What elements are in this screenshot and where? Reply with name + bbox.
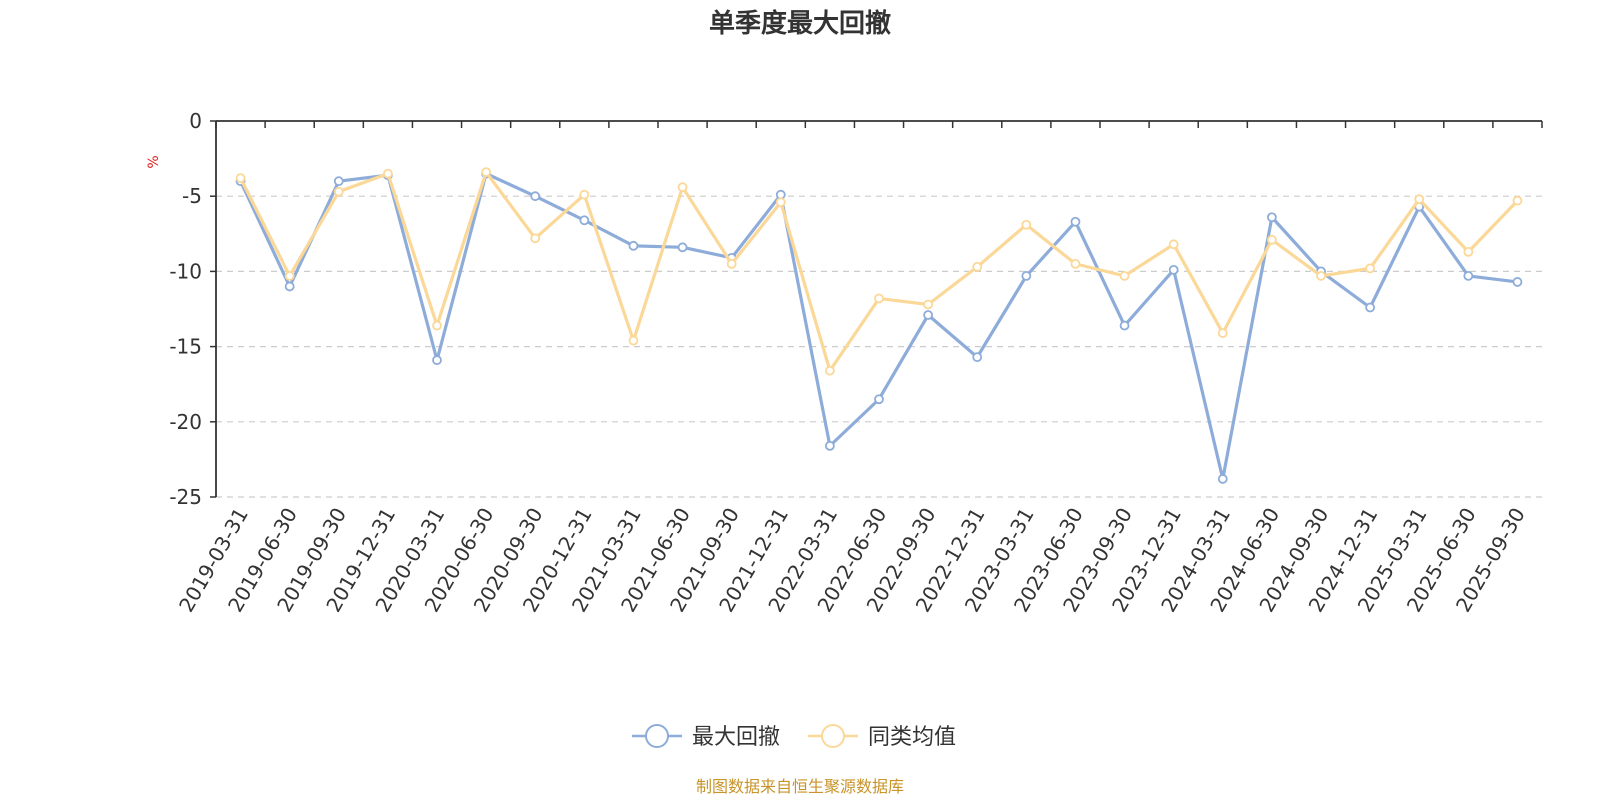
data-point [1168,264,1179,275]
data-point [1168,239,1179,250]
data-point [1365,302,1376,313]
gridlines [216,195,1542,498]
data-point [628,240,639,251]
y-tick-label: -25 [169,485,202,509]
data-point [824,440,835,451]
data-point [1070,258,1081,269]
data-point [923,299,934,310]
source-note: 制图数据来自恒生聚源数据库 [696,777,904,796]
y-tick-label: -5 [182,184,202,208]
data-point [481,167,492,178]
data-point [1021,219,1032,230]
data-point [333,176,344,187]
y-tick-label: -10 [169,259,202,283]
data-point [972,352,983,363]
axes [210,120,1543,498]
y-tick-label: -20 [169,410,202,434]
data-point [1463,246,1474,257]
data-point [1266,234,1277,245]
data-point [1119,271,1130,281]
data-point [1021,271,1032,281]
y-tick-labels: 0 -5 -10 -15 -20 -25 [169,109,202,509]
data-point [1512,277,1523,287]
y-tick-label: -15 [169,335,202,359]
legend-marker [645,724,669,748]
data-point [677,242,688,253]
series-lines [235,167,1523,484]
data-point [1512,195,1523,206]
data-point [1217,328,1228,338]
data-point [1070,216,1081,227]
data-point [1463,271,1474,281]
data-point [726,258,737,269]
series-line [239,172,1518,481]
y-axis-unit-label: % [146,155,162,168]
legend-marker [821,724,845,748]
data-point [382,168,393,179]
data-point [284,281,295,292]
data-point [432,320,442,331]
data-point [874,394,884,405]
data-point [628,335,639,346]
legend-item[interactable]: 最大回撤 [632,724,780,750]
data-point [923,310,934,320]
data-point [972,261,983,272]
data-point [530,233,541,244]
data-point [579,215,590,226]
data-point [579,189,590,200]
legend-label: 同类均值 [868,725,956,750]
data-point [1316,271,1326,281]
data-point [284,271,295,281]
data-point [235,173,246,184]
data-point [874,293,884,304]
data-point [1119,320,1130,331]
series-0 [235,168,1523,484]
legend: 最大回撤 同类均值 [632,724,956,750]
data-point [1365,263,1376,274]
data-point [677,182,688,193]
x-tick-labels: 2019-03-312019-06-302019-09-302019-12-31… [174,504,1530,617]
data-point [432,355,442,366]
data-point [1217,474,1228,484]
chart-title: 单季度最大回撤 [709,8,891,39]
data-point [333,186,344,197]
data-point [824,365,835,376]
y-tick-label: 0 [189,109,202,133]
series-1 [235,167,1523,376]
data-point [775,197,786,208]
data-point [1414,194,1425,205]
legend-item[interactable]: 同类均值 [808,724,956,750]
data-point [530,191,541,202]
data-point [1266,212,1277,223]
legend-label: 最大回撤 [692,725,780,750]
